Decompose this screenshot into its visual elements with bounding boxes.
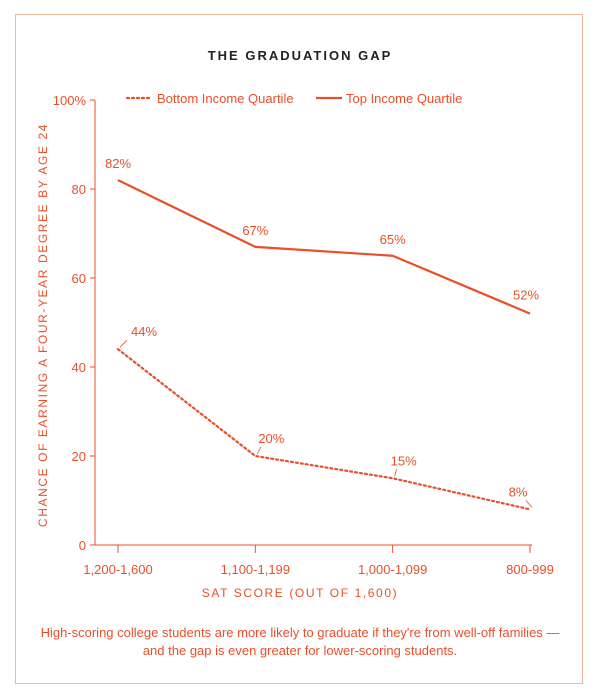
y-tick-label: 60 <box>72 271 86 286</box>
x-tick-label: 1,200-1,600 <box>83 562 152 577</box>
chart-title: THE GRADUATION GAP <box>207 48 393 63</box>
data-label: 20% <box>258 431 284 446</box>
y-tick-label: 100% <box>53 93 87 108</box>
legend: Bottom Income Quartile Top Income Quartil… <box>125 91 462 106</box>
series-line-bottom-quartile <box>116 348 532 511</box>
label-leader-line <box>256 446 262 455</box>
legend-label-bottom-quartile: Bottom Income Quartile <box>157 91 294 106</box>
data-labels: 44% 20% 15% 8% 82% 67% 65% 52% <box>105 156 539 508</box>
x-tick-label: 1,000-1,099 <box>358 562 427 577</box>
chart-frame <box>15 14 583 684</box>
x-tick-label: 800-999 <box>506 562 554 577</box>
label-leader-line <box>394 469 397 477</box>
y-tick-label: 80 <box>72 182 86 197</box>
data-label: 82% <box>105 156 131 171</box>
data-label: 8% <box>509 484 528 499</box>
legend-label-top-quartile: Top Income Quartile <box>346 91 462 106</box>
axes: 0 20 40 60 80 100% 1,200-1,600 1,100-1,199 1,000… <box>53 93 554 577</box>
label-leader-line <box>525 500 533 508</box>
y-tick-label: 40 <box>72 360 86 375</box>
x-tick-label: 1,100-1,199 <box>221 562 290 577</box>
chart-caption: High-scoring college students are more l… <box>40 625 560 658</box>
x-axis-label: SAT SCORE (OUT OF 1,600) <box>201 586 399 600</box>
series-group <box>116 179 532 511</box>
data-label: 44% <box>131 324 157 339</box>
data-label: 67% <box>242 223 268 238</box>
data-label: 52% <box>513 288 539 303</box>
data-label: 65% <box>380 232 406 247</box>
label-leader-line <box>119 339 128 348</box>
series-line-top-quartile <box>117 179 531 315</box>
y-tick-label: 20 <box>72 449 86 464</box>
y-tick-label: 0 <box>79 538 86 553</box>
data-label: 15% <box>391 453 417 468</box>
